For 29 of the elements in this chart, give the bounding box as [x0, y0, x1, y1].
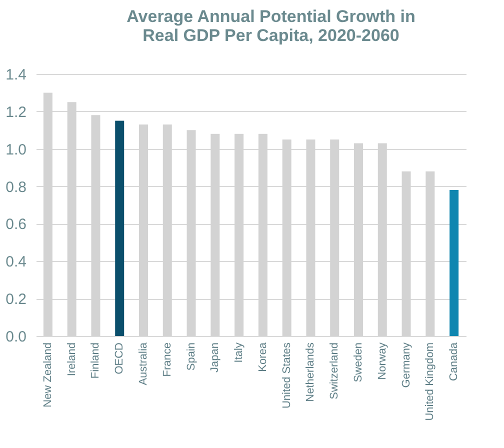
x-tick-label: Italy — [233, 342, 246, 363]
x-tick-label: Canada — [448, 342, 460, 382]
y-tick-label: 0.4 — [6, 254, 26, 271]
y-tick-label: 0.6 — [6, 216, 26, 234]
x-tick-label: Korea — [256, 342, 269, 372]
y-tick-label: 1.0 — [6, 141, 26, 158]
x-tick-label: OECD — [114, 342, 126, 374]
x-tick-label: Germany — [400, 342, 412, 388]
y-tick-label: 1.4 — [6, 66, 26, 84]
x-tick-label: United States — [280, 342, 293, 409]
x-tick-label: Ireland — [66, 342, 78, 376]
y-tick-label: 0.8 — [6, 178, 26, 196]
bar — [450, 190, 459, 336]
x-tick-label: France — [161, 342, 174, 377]
x-tick-label: Norway — [376, 342, 388, 380]
x-tick-label: Australia — [138, 342, 150, 386]
x-tick-label: New Zealand — [42, 342, 54, 408]
x-tick-label: Netherlands — [304, 342, 317, 402]
x-tick-label: Spain — [185, 342, 198, 371]
y-tick-label: 1.2 — [6, 104, 26, 121]
bar — [115, 120, 124, 336]
chart-title: Average Annual Potential Growth in Real GDP Per Capita, 2020-2060 — [126, 7, 416, 45]
x-tick-label: United Kingdom — [424, 342, 436, 421]
y-tick-label: 0.2 — [6, 291, 26, 308]
x-tick-label: Switzerland — [328, 342, 341, 400]
x-tick-label: Japan — [209, 342, 222, 372]
y-tick-label: 0.0 — [6, 328, 26, 346]
x-tick-label: Sweden — [352, 342, 364, 382]
x-tick-label: Finland — [90, 342, 102, 379]
